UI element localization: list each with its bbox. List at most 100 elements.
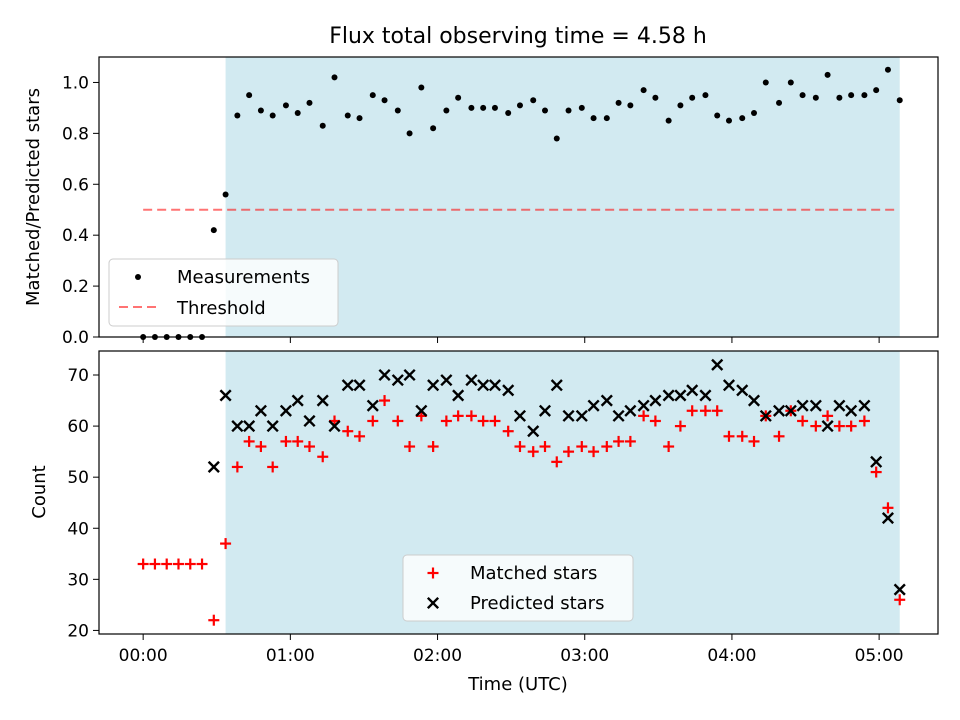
- top-plot-frame: [98, 56, 939, 338]
- measurement-point: [689, 94, 696, 101]
- measurement-point: [282, 102, 289, 109]
- matched-star-point: [588, 446, 600, 458]
- matched-star-point: [184, 558, 196, 570]
- matched-star-point: [539, 441, 551, 453]
- predicted-star-point: [207, 460, 220, 474]
- bottom-legend: Matched stars Predicted stars: [402, 554, 634, 622]
- matched-star-point: [392, 415, 404, 427]
- matched-star-point: [833, 420, 845, 432]
- matched-star-point: [404, 441, 416, 453]
- measurement-point: [896, 97, 903, 104]
- measurement-point: [652, 94, 659, 101]
- matched-star-point: [797, 415, 809, 427]
- measurement-point: [762, 79, 769, 86]
- matched-star-point: [674, 420, 686, 432]
- y-tick-label: 40: [67, 519, 89, 539]
- matched-star-point: [870, 466, 882, 478]
- x-tick-label: 05:00: [855, 646, 904, 666]
- legend-matched-label: Matched stars: [470, 563, 597, 584]
- measurement-point: [381, 97, 388, 104]
- bottom-plot-frame: [98, 350, 939, 635]
- predicted-star-point: [870, 455, 883, 468]
- top-panel: 0.0 0.2 0.4 0.6 0.8 1.0 Matched/Predicted sta…: [23, 56, 939, 348]
- predicted-star-point: [303, 414, 316, 428]
- measurement-point: [246, 92, 253, 99]
- x-tick-label: 01:00: [266, 646, 315, 666]
- top-legend-box: [108, 258, 339, 327]
- legend-predicted-marker: [426, 596, 440, 610]
- legend-plus: [427, 567, 439, 579]
- legend-measurement-marker: [135, 274, 141, 280]
- matched-star-point: [427, 441, 439, 453]
- measurement-point: [394, 107, 401, 114]
- measurement-point: [257, 107, 264, 114]
- predicted-star-point: [699, 389, 712, 402]
- measurement-point: [677, 102, 684, 109]
- predicted-star-point: [316, 394, 329, 407]
- matched-star-point: [822, 410, 834, 422]
- matched-star-point: [477, 415, 489, 427]
- predicted-star-point: [427, 379, 440, 392]
- predicted-star-point: [600, 394, 613, 407]
- matched-star-point: [317, 451, 329, 463]
- matched-star-point: [723, 430, 735, 442]
- measurement-point: [541, 107, 548, 114]
- y-tick-label: 60: [67, 417, 89, 437]
- matched-star-point: [699, 405, 711, 417]
- predicted-star-points: [207, 358, 906, 596]
- legend-matched-marker: [427, 567, 439, 579]
- measurement-point: [702, 92, 709, 99]
- measurement-point: [443, 107, 450, 114]
- matched-star-point: [527, 446, 539, 458]
- predicted-star-point: [881, 511, 895, 525]
- matched-star-point: [231, 461, 243, 473]
- y-tick-label: 20: [67, 621, 89, 641]
- measurement-point: [319, 122, 326, 129]
- measurement-point: [739, 115, 746, 122]
- y-tick-label: 70: [67, 366, 89, 386]
- matched-star-point: [773, 430, 785, 442]
- matched-star-point: [489, 415, 501, 427]
- matched-star-point: [502, 425, 514, 437]
- matched-star-point: [858, 415, 870, 427]
- matched-star-point: [255, 441, 267, 453]
- matched-star-point: [367, 415, 379, 427]
- measurement-point: [369, 92, 376, 99]
- measurement-point: [331, 74, 338, 81]
- predicted-star-point: [711, 358, 724, 371]
- predicted-star-point: [403, 368, 416, 382]
- predicted-star-point: [759, 409, 772, 422]
- top-y-axis-label: Matched/Predicted stars: [23, 88, 44, 306]
- predicted-star-point: [809, 399, 822, 412]
- matched-star-point: [452, 410, 464, 422]
- x-tick-label: 03:00: [560, 646, 609, 666]
- matched-star-point: [243, 435, 255, 447]
- predicted-star-point: [674, 389, 687, 402]
- predicted-star-point: [291, 394, 304, 407]
- measurement-point: [615, 99, 622, 106]
- measurement-point: [455, 94, 462, 101]
- matched-star-point: [137, 558, 149, 570]
- measurement-point: [406, 130, 413, 137]
- matched-star-point: [649, 415, 661, 427]
- predicted-star-point: [243, 420, 256, 433]
- predicted-star-point: [279, 404, 292, 417]
- matched-star-point: [563, 446, 575, 458]
- legend-threshold-label: Threshold: [176, 298, 266, 319]
- predicted-star-point: [219, 389, 232, 402]
- measurement-point: [222, 191, 229, 198]
- top-legend: Measurements Threshold: [108, 258, 339, 327]
- predicted-star-point: [353, 379, 366, 392]
- y-tick-label: 0.2: [62, 277, 89, 297]
- predicted-star-point: [440, 374, 453, 387]
- matched-star-point: [601, 441, 613, 453]
- predicted-star-point: [562, 409, 575, 422]
- measurement-point: [848, 92, 855, 99]
- measurement-point: [824, 71, 831, 78]
- measurement-point: [640, 87, 647, 94]
- measurement-point: [516, 102, 523, 109]
- matched-star-point: [638, 410, 650, 422]
- predicted-star-point: [328, 420, 341, 433]
- matched-star-point: [208, 614, 220, 626]
- predicted-star-point: [378, 368, 391, 382]
